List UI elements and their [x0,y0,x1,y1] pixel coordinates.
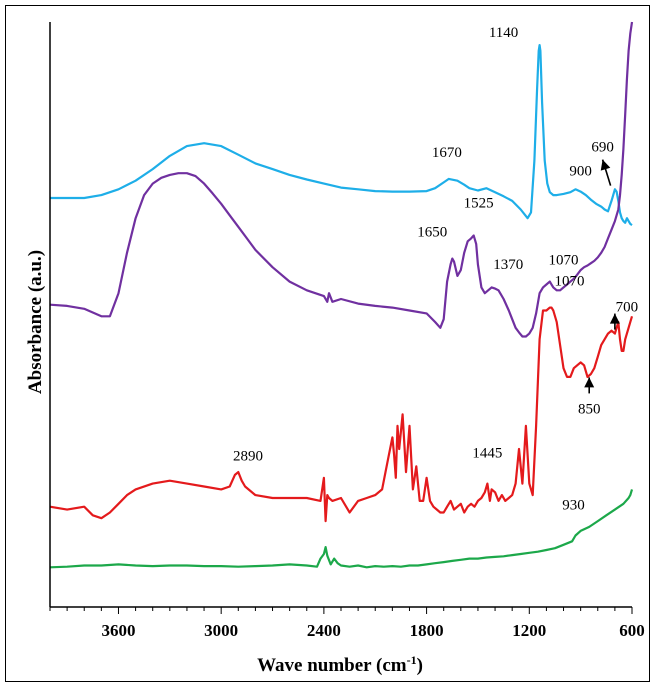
peak-annotation: 2890 [233,448,263,464]
y-axis-title: Absorbance (a.u.) [25,250,46,394]
peak-annotation: 1140 [489,25,518,41]
peak-annotation: 690 [591,140,614,156]
x-tick-label: 3600 [101,621,135,640]
peak-annotation: 850 [578,401,601,417]
x-axis-title: Wave number (cm-1) [257,653,423,676]
x-tick-label: 2400 [307,621,341,640]
peak-annotation: 1670 [432,145,462,161]
peak-annotation: 1525 [464,195,494,211]
arrow-850-head [584,377,595,388]
peak-annotation: 1070 [555,274,585,290]
peak-annotation: 1445 [472,446,502,462]
x-tick-label: 3000 [204,621,238,640]
series-line-1 [50,43,633,226]
x-tick-label: 1200 [512,621,546,640]
arrow-690-head [600,159,611,171]
series-line-2 [49,21,634,338]
arrow-700-head [609,313,620,324]
peak-annotation: 930 [562,498,585,514]
x-tick-label: 600 [619,621,645,640]
series-line-4 [49,489,634,569]
annotation-layer: 1140 1670 900 690 1650 1525 1370 1070 700 1070 144… [233,25,638,513]
axis-layer [49,22,632,608]
x-tick-label: 1800 [410,621,444,640]
peak-annotation: 1370 [493,257,523,273]
peak-annotation: 1070 [549,253,579,269]
peak-annotation: 700 [616,300,639,316]
series-layer [49,21,634,569]
x-tick-layer: 3600 3000 2400 1800 1200 600 [49,607,645,640]
series-line-3 [49,306,634,523]
peak-annotation: 1650 [417,225,447,241]
peak-annotation: 900 [569,164,592,180]
